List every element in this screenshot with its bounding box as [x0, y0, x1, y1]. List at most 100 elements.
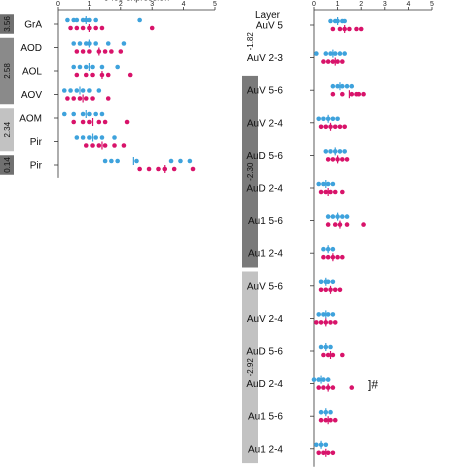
pink-point [323, 320, 329, 325]
pink-point [318, 287, 324, 293]
blue-point [112, 135, 117, 140]
blue-point [318, 344, 324, 350]
blue-point [93, 111, 98, 117]
pink-point [102, 143, 108, 148]
pink-point [80, 49, 86, 54]
pink-point [109, 49, 114, 54]
blue-point [325, 116, 331, 122]
pink-point [96, 49, 102, 54]
blue-point [335, 18, 340, 24]
pink-point [105, 96, 111, 101]
blue-point [325, 214, 331, 219]
pink-point [127, 72, 133, 78]
pink-point [323, 287, 329, 293]
blue-point [321, 312, 326, 317]
region-block-label: -2.30 [246, 162, 255, 181]
pink-point [321, 352, 326, 358]
pink-point [90, 143, 95, 148]
blue-point [105, 41, 111, 46]
pink-point [83, 143, 89, 148]
pink-point [337, 26, 343, 32]
blue-point [328, 344, 333, 350]
pink-point [337, 287, 343, 293]
pink-point [325, 157, 331, 162]
pink-point [65, 96, 70, 101]
row-label: AOM [19, 114, 42, 125]
pink-point [162, 166, 168, 172]
pink-point [321, 254, 326, 260]
pink-point [340, 157, 345, 162]
blue-point [168, 158, 174, 164]
blue-point [328, 18, 333, 24]
blue-point [316, 377, 322, 382]
region-block [242, 75, 258, 268]
blue-point [330, 214, 336, 219]
pink-point [74, 25, 80, 31]
x-tick-label: 2 [359, 1, 363, 8]
pink-point [332, 417, 338, 423]
row-label: GrA [24, 20, 42, 31]
pink-point [344, 222, 350, 227]
pink-point [347, 26, 352, 32]
pink-point [149, 25, 155, 31]
blue-point [325, 279, 331, 285]
region-block-label: 2.58 [3, 63, 12, 79]
blue-point [318, 279, 324, 285]
pink-point [90, 72, 95, 78]
blue-point [96, 88, 102, 93]
pink-point [325, 254, 331, 260]
blue-point [109, 158, 114, 164]
row-label: AuD 2-4 [246, 184, 283, 195]
blue-point [340, 83, 345, 89]
blue-point [335, 83, 340, 89]
region-block-label: -1.82 [246, 32, 255, 51]
pink-point [323, 189, 329, 195]
layer-header: Layer [255, 10, 281, 21]
region-block-label: 2.34 [3, 121, 12, 137]
blue-point [323, 149, 329, 154]
pink-point [321, 59, 326, 64]
blue-point [77, 41, 83, 46]
pink-point [349, 91, 355, 97]
blue-point [318, 409, 324, 415]
x-tick-label: 0 [56, 1, 60, 8]
pink-point [325, 352, 331, 358]
blue-point [325, 312, 331, 317]
blue-point [68, 88, 73, 93]
blue-point [121, 41, 127, 46]
blue-point [87, 41, 92, 46]
pink-point [80, 25, 86, 31]
blue-point [349, 83, 355, 89]
blue-point [342, 18, 347, 24]
blue-point [93, 17, 98, 23]
blue-point [330, 246, 336, 252]
pink-point [325, 59, 331, 64]
blue-point [332, 51, 338, 56]
row-label: AuV 2-4 [247, 314, 284, 325]
pink-point [335, 157, 340, 162]
blue-point [335, 214, 340, 219]
pink-point [74, 72, 80, 78]
pink-point [330, 385, 336, 390]
pink-point [321, 385, 326, 390]
pink-point [316, 385, 322, 390]
pink-point [335, 59, 340, 64]
blue-point [318, 442, 324, 448]
pink-point [71, 96, 76, 101]
blue-point [314, 442, 319, 448]
pink-point [328, 320, 333, 325]
pink-point [328, 417, 333, 423]
pink-point [118, 49, 124, 54]
pink-point [99, 25, 105, 31]
pink-point [93, 25, 98, 31]
pink-point [342, 26, 347, 32]
pink-point [332, 189, 338, 195]
blue-point [178, 158, 183, 164]
region-block [0, 14, 14, 34]
pink-point [328, 287, 333, 293]
pink-point [342, 124, 347, 130]
blue-point [325, 246, 331, 252]
blue-point [323, 344, 329, 350]
blue-point [80, 135, 86, 140]
pink-point [328, 124, 333, 130]
